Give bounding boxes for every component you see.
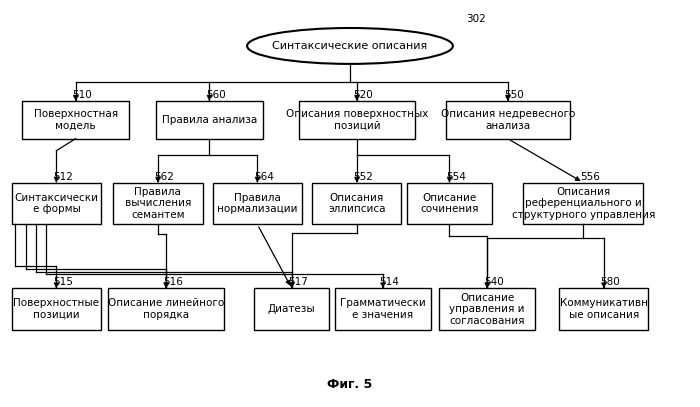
Text: 550: 550 (504, 90, 524, 100)
Text: 560: 560 (206, 90, 225, 100)
Text: Правила
нормализации: Правила нормализации (217, 193, 298, 214)
Text: 517: 517 (288, 277, 308, 287)
Text: 512: 512 (53, 172, 73, 182)
Text: 514: 514 (379, 277, 400, 287)
Text: Правила анализа: Правила анализа (162, 115, 257, 125)
Text: 510: 510 (72, 90, 92, 100)
Text: Поверхностные
позиции: Поверхностные позиции (13, 298, 99, 320)
Text: Поверхностная
модель: Поверхностная модель (34, 109, 118, 131)
Text: 564: 564 (254, 172, 274, 182)
Text: Фиг. 5: Фиг. 5 (328, 379, 372, 392)
Text: Описания
референциального и
структурного управления: Описания референциального и структурного… (512, 187, 655, 220)
Text: 552: 552 (354, 172, 373, 182)
Text: 520: 520 (354, 90, 373, 100)
Text: Грамматически
е значения: Грамматически е значения (340, 298, 426, 320)
Text: Правила
вычисления
семантем: Правила вычисления семантем (125, 187, 191, 220)
Text: 516: 516 (162, 277, 183, 287)
Text: Описание линейного
порядка: Описание линейного порядка (108, 298, 224, 320)
Text: 580: 580 (601, 277, 620, 287)
Text: Синтаксически
е формы: Синтаксически е формы (15, 193, 99, 214)
Text: Описания
эллипсиса: Описания эллипсиса (328, 193, 386, 214)
Text: Описание
управления и
согласования: Описание управления и согласования (449, 293, 525, 326)
Text: Описание
сочинения: Описание сочинения (420, 193, 479, 214)
Text: Синтаксические описания: Синтаксические описания (272, 41, 428, 51)
Text: 562: 562 (155, 172, 174, 182)
Text: Диатезы: Диатезы (268, 304, 316, 314)
Text: Описания недревесного
анализа: Описания недревесного анализа (440, 109, 575, 131)
Text: Коммуникативн
ые описания: Коммуникативн ые описания (560, 298, 648, 320)
Text: 556: 556 (580, 172, 600, 182)
Text: 302: 302 (467, 14, 486, 24)
Text: Описания поверхностных
позиций: Описания поверхностных позиций (286, 109, 428, 131)
Text: 540: 540 (484, 277, 503, 287)
Text: 515: 515 (53, 277, 73, 287)
Text: 554: 554 (446, 172, 466, 182)
